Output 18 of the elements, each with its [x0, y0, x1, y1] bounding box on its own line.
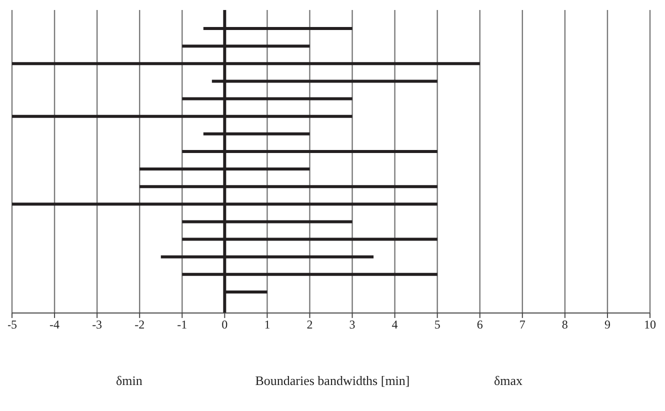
x-tick-label: 6 [476, 318, 483, 332]
x-tick-label: 5 [434, 318, 440, 332]
text: δmax [494, 373, 523, 389]
x-tick-label: 10 [644, 318, 656, 332]
x-tick-label: 9 [604, 318, 610, 332]
x-axis-title: Boundaries bandwidths [min] [255, 373, 410, 388]
x-tick-label: 7 [519, 318, 526, 332]
x-tick-label: 8 [562, 318, 568, 332]
x-tick-label: -3 [92, 318, 102, 332]
text: δmin [116, 373, 142, 389]
x-tick-label: -2 [134, 318, 145, 332]
x-tick-label: 4 [392, 318, 398, 332]
x-tick-label: -1 [177, 318, 188, 332]
x-tick-label: 1 [264, 318, 270, 332]
x-tick-label: 3 [349, 318, 356, 332]
x-tick-label: 0 [222, 318, 228, 332]
x-tick-label: 2 [306, 318, 313, 332]
x-tick-label: -4 [50, 318, 60, 332]
